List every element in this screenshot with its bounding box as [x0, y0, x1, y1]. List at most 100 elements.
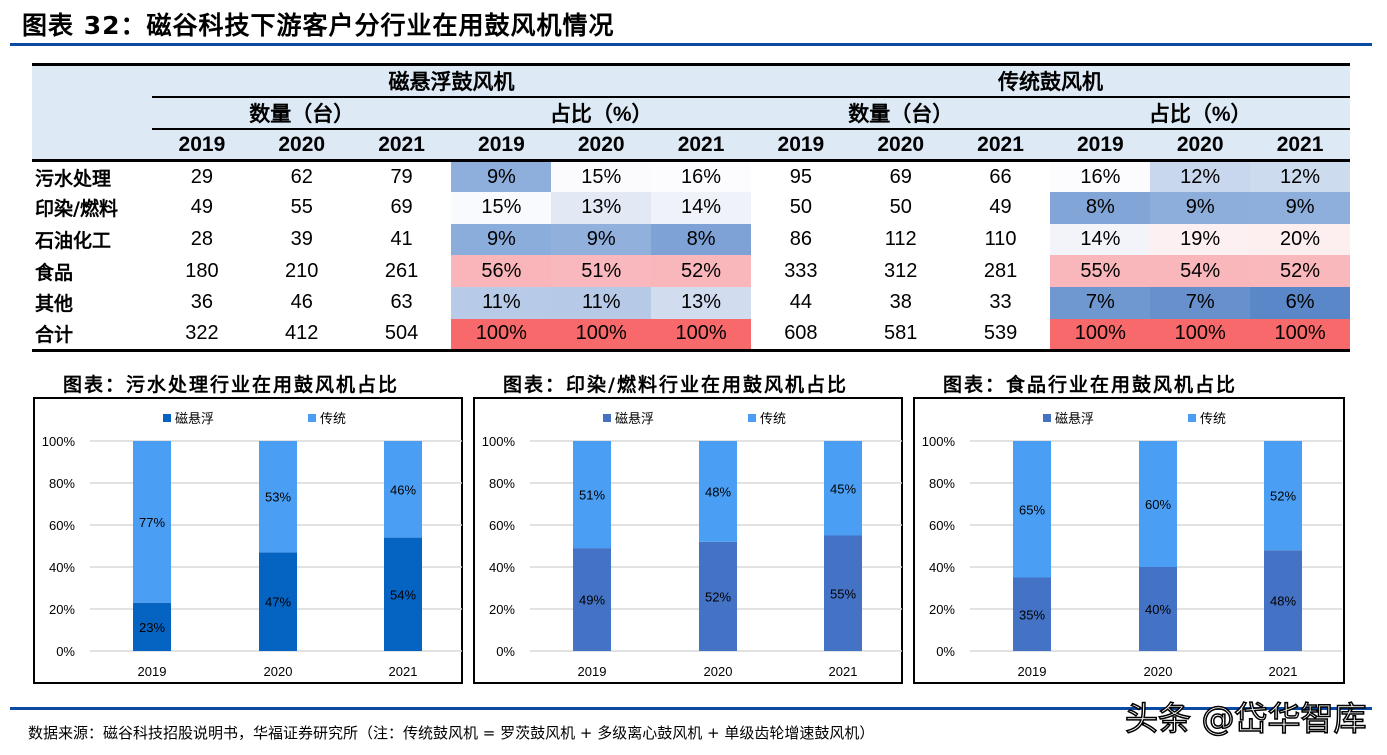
data-label: 49%: [579, 593, 605, 608]
share-cell: 11%: [451, 286, 552, 319]
x-tick-label: 2019: [1018, 664, 1047, 679]
count-cell: 210: [285, 259, 319, 282]
data-label: 52%: [705, 589, 731, 604]
share-cell: 12%: [1250, 160, 1350, 193]
footer-divider: [10, 707, 1372, 710]
data-label: 51%: [579, 488, 605, 503]
count-cell: 29: [190, 165, 214, 188]
count-cell: 33: [989, 291, 1012, 314]
share-cell: 9%: [551, 223, 652, 256]
legend-label: 传统: [320, 412, 346, 427]
count-cell: 49: [190, 196, 214, 219]
count-cell: 39: [290, 228, 313, 251]
row-label: 印染/燃料: [35, 198, 118, 221]
legend-label: 传统: [1200, 412, 1226, 427]
chart-title: 图表：印染/燃料行业在用鼓风机占比: [503, 374, 848, 396]
count-cell: 63: [390, 291, 413, 314]
data-label: 77%: [139, 515, 165, 530]
legend-swatch: [1188, 414, 1196, 422]
count-cell: 112: [884, 228, 917, 251]
legend-swatch: [308, 414, 316, 422]
share-cell: 54%: [1150, 255, 1251, 287]
chart-title: 图表：食品行业在用鼓风机占比: [943, 374, 1238, 396]
row-label: 其他: [35, 293, 74, 316]
count-cell: 36: [190, 291, 214, 314]
watermark: 头条 @岱华智库: [1124, 698, 1367, 739]
share-cell: 14%: [651, 192, 751, 224]
bar-segment: [1264, 441, 1302, 551]
count-cell: 50: [789, 196, 812, 219]
x-tick-label: 2019: [138, 664, 167, 679]
y-tick-label: 100%: [482, 434, 516, 449]
data-label: 46%: [390, 482, 416, 497]
year-header: 2021: [351, 128, 452, 163]
count-cell: 38: [889, 291, 912, 314]
bar-segment: [824, 441, 862, 536]
legend-label: 磁悬浮: [615, 412, 654, 427]
table-row: 印染/燃料 49 55 69 15% 13% 14% 50 50 49 8% 9% 9%: [32, 192, 1350, 224]
share-cell: 52%: [651, 255, 751, 287]
year-header: 2019: [451, 128, 552, 163]
bar-segment: [384, 441, 422, 538]
y-tick-label: 60%: [489, 518, 515, 533]
bar-segment: [573, 441, 611, 549]
y-tick-label: 0%: [56, 644, 75, 659]
count-cell: 110: [984, 228, 1017, 251]
y-tick-label: 60%: [49, 518, 75, 533]
count-cell: 95: [789, 165, 812, 188]
bar-segment: [573, 548, 611, 651]
y-tick-label: 20%: [489, 602, 515, 617]
count-cell: 322: [152, 318, 252, 352]
share-cell: 55%: [1050, 255, 1151, 287]
chart-svg: 0% 20% 40% 60% 80% 100% 35% 65% 2019 40% 60% 2020 48…: [922, 412, 1342, 679]
source-note: 数据来源：磁谷科技招股说明书，华福证券研究所（注：传统鼓风机 = 罗茨鼓风机 +…: [28, 724, 875, 742]
share-cell: 11%: [551, 286, 652, 319]
share-cell: 16%: [651, 160, 751, 193]
share-cell: 14%: [1050, 223, 1151, 256]
share-cell: 100%: [1050, 318, 1151, 352]
share-cell: 15%: [451, 192, 552, 224]
legend-label: 磁悬浮: [175, 412, 214, 427]
row-label: 合计: [32, 318, 152, 352]
count-cell: 312: [884, 259, 918, 282]
data-label: 53%: [265, 490, 291, 505]
count-cell: 86: [789, 228, 812, 251]
count-cell: 41: [390, 228, 413, 251]
share-cell: 12%: [1150, 160, 1251, 193]
y-tick-label: 40%: [489, 560, 515, 575]
share-cell: 15%: [551, 160, 652, 193]
year-header: 2019: [152, 128, 252, 163]
x-tick-label: 2020: [264, 664, 293, 679]
title-divider: [10, 43, 1372, 46]
year-header: 2020: [850, 128, 951, 163]
year-header: 2020: [1150, 128, 1251, 163]
y-tick-label: 80%: [489, 476, 515, 491]
share-cell: 7%: [1150, 286, 1251, 319]
data-label: 23%: [139, 620, 165, 635]
data-label: 54%: [390, 587, 416, 602]
data-label: 40%: [1145, 602, 1171, 617]
share-cell: 100%: [451, 318, 552, 352]
count-cell: 69: [390, 196, 413, 219]
share-cell: 9%: [451, 223, 552, 256]
legend-swatch: [1043, 414, 1051, 422]
share-cell: 19%: [1150, 223, 1251, 256]
chart-panel: 0% 20% 40% 60% 80% 100% 49% 51% 2019 52% 48% 2020 55…: [473, 397, 903, 684]
y-tick-label: 100%: [42, 434, 76, 449]
x-tick-label: 2020: [704, 664, 733, 679]
chart-panel: 0% 20% 40% 60% 80% 100% 35% 65% 2019 40% 60% 2020 48…: [913, 397, 1345, 684]
share-cell: 13%: [551, 192, 652, 224]
corner-cell: [32, 62, 152, 163]
chart-title: 图表：污水处理行业在用鼓风机占比: [63, 374, 400, 396]
bar-segment: [133, 441, 171, 603]
data-label: 35%: [1019, 607, 1045, 622]
year-header: 2019: [750, 128, 851, 163]
share-cell: 9%: [1150, 192, 1251, 224]
share-cell: 56%: [451, 255, 552, 287]
count-cell: 69: [889, 165, 912, 188]
y-tick-label: 40%: [49, 560, 75, 575]
y-tick-label: 20%: [49, 602, 75, 617]
table-row: 石油化工 28 39 41 9% 9% 8% 86 112 110 14% 19% 20%: [32, 223, 1350, 256]
data-label: 47%: [265, 595, 291, 610]
share-cell: 52%: [1250, 255, 1350, 287]
